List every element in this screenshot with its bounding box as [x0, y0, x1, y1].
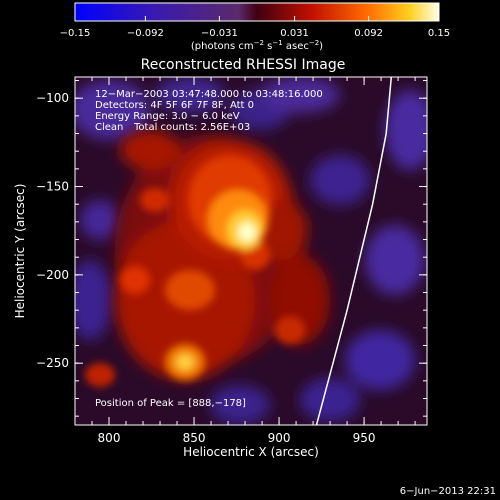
- detectors-label: Detectors: 4F 5F 6F 7F 8F, Att 0: [95, 100, 254, 111]
- total-counts-label: Total counts: 2.56E+03: [133, 122, 250, 133]
- colorbar-tick-label: −0.092: [127, 28, 164, 39]
- rhessi-image: [75, 77, 427, 425]
- x-tick-label: 950: [353, 431, 376, 445]
- clean-label: Clean: [95, 122, 123, 133]
- colorbar-gradient: [74, 2, 440, 22]
- footer-date: 6−Jun−2013 22:31: [400, 486, 496, 497]
- annotations: 12−Mar−2003 03:47:48.000 to 03:48:16.000…: [95, 89, 323, 409]
- y-tick-label: −150: [36, 180, 69, 194]
- colorbar-tick-label: 0.031: [280, 28, 309, 39]
- colorbar-ticks: −0.15 −0.092 −0.031 0.031 0.092 0.15: [60, 16, 450, 39]
- peak-position-label: Position of Peak = [888,−178]: [95, 398, 246, 409]
- y-tick-label: −250: [36, 356, 69, 370]
- colorbar: −0.15 −0.092 −0.031 0.031 0.092 0.15 (photons…: [60, 2, 450, 52]
- colorbar-tick-label: 0.092: [354, 28, 383, 39]
- y-axis-ticks: −100 −150 −200 −250: [36, 80, 427, 417]
- y-tick-label: −100: [36, 91, 69, 105]
- time-range-label: 12−Mar−2003 03:47:48.000 to 03:48:16.000: [95, 89, 323, 100]
- negative-lobes: [75, 77, 427, 425]
- y-tick-label: −200: [36, 268, 69, 282]
- colorbar-units: (photons cm−2 s−1 asec−2): [191, 39, 323, 52]
- x-tick-label: 800: [98, 431, 121, 445]
- x-axis-label: Heliocentric X (arcsec): [183, 445, 319, 459]
- colorbar-tick-label: −0.031: [201, 28, 238, 39]
- x-tick-label: 850: [183, 431, 206, 445]
- plot-title: Reconstructed RHESSI Image: [141, 57, 346, 73]
- bright-knots: [85, 155, 305, 387]
- x-axis-ticks: 800 850 900 950: [74, 77, 416, 445]
- x-tick-label: 900: [268, 431, 291, 445]
- colorbar-tick-label: −0.15: [60, 28, 91, 39]
- y-axis-label: Heliocentric Y (arcsec): [13, 184, 27, 319]
- plot-frame: [74, 76, 428, 426]
- colorbar-tick-label: 0.15: [428, 28, 450, 39]
- solar-limb-curve: [315, 77, 393, 425]
- energy-range-label: Energy Range: 3.0 − 6.0 keV: [95, 111, 240, 122]
